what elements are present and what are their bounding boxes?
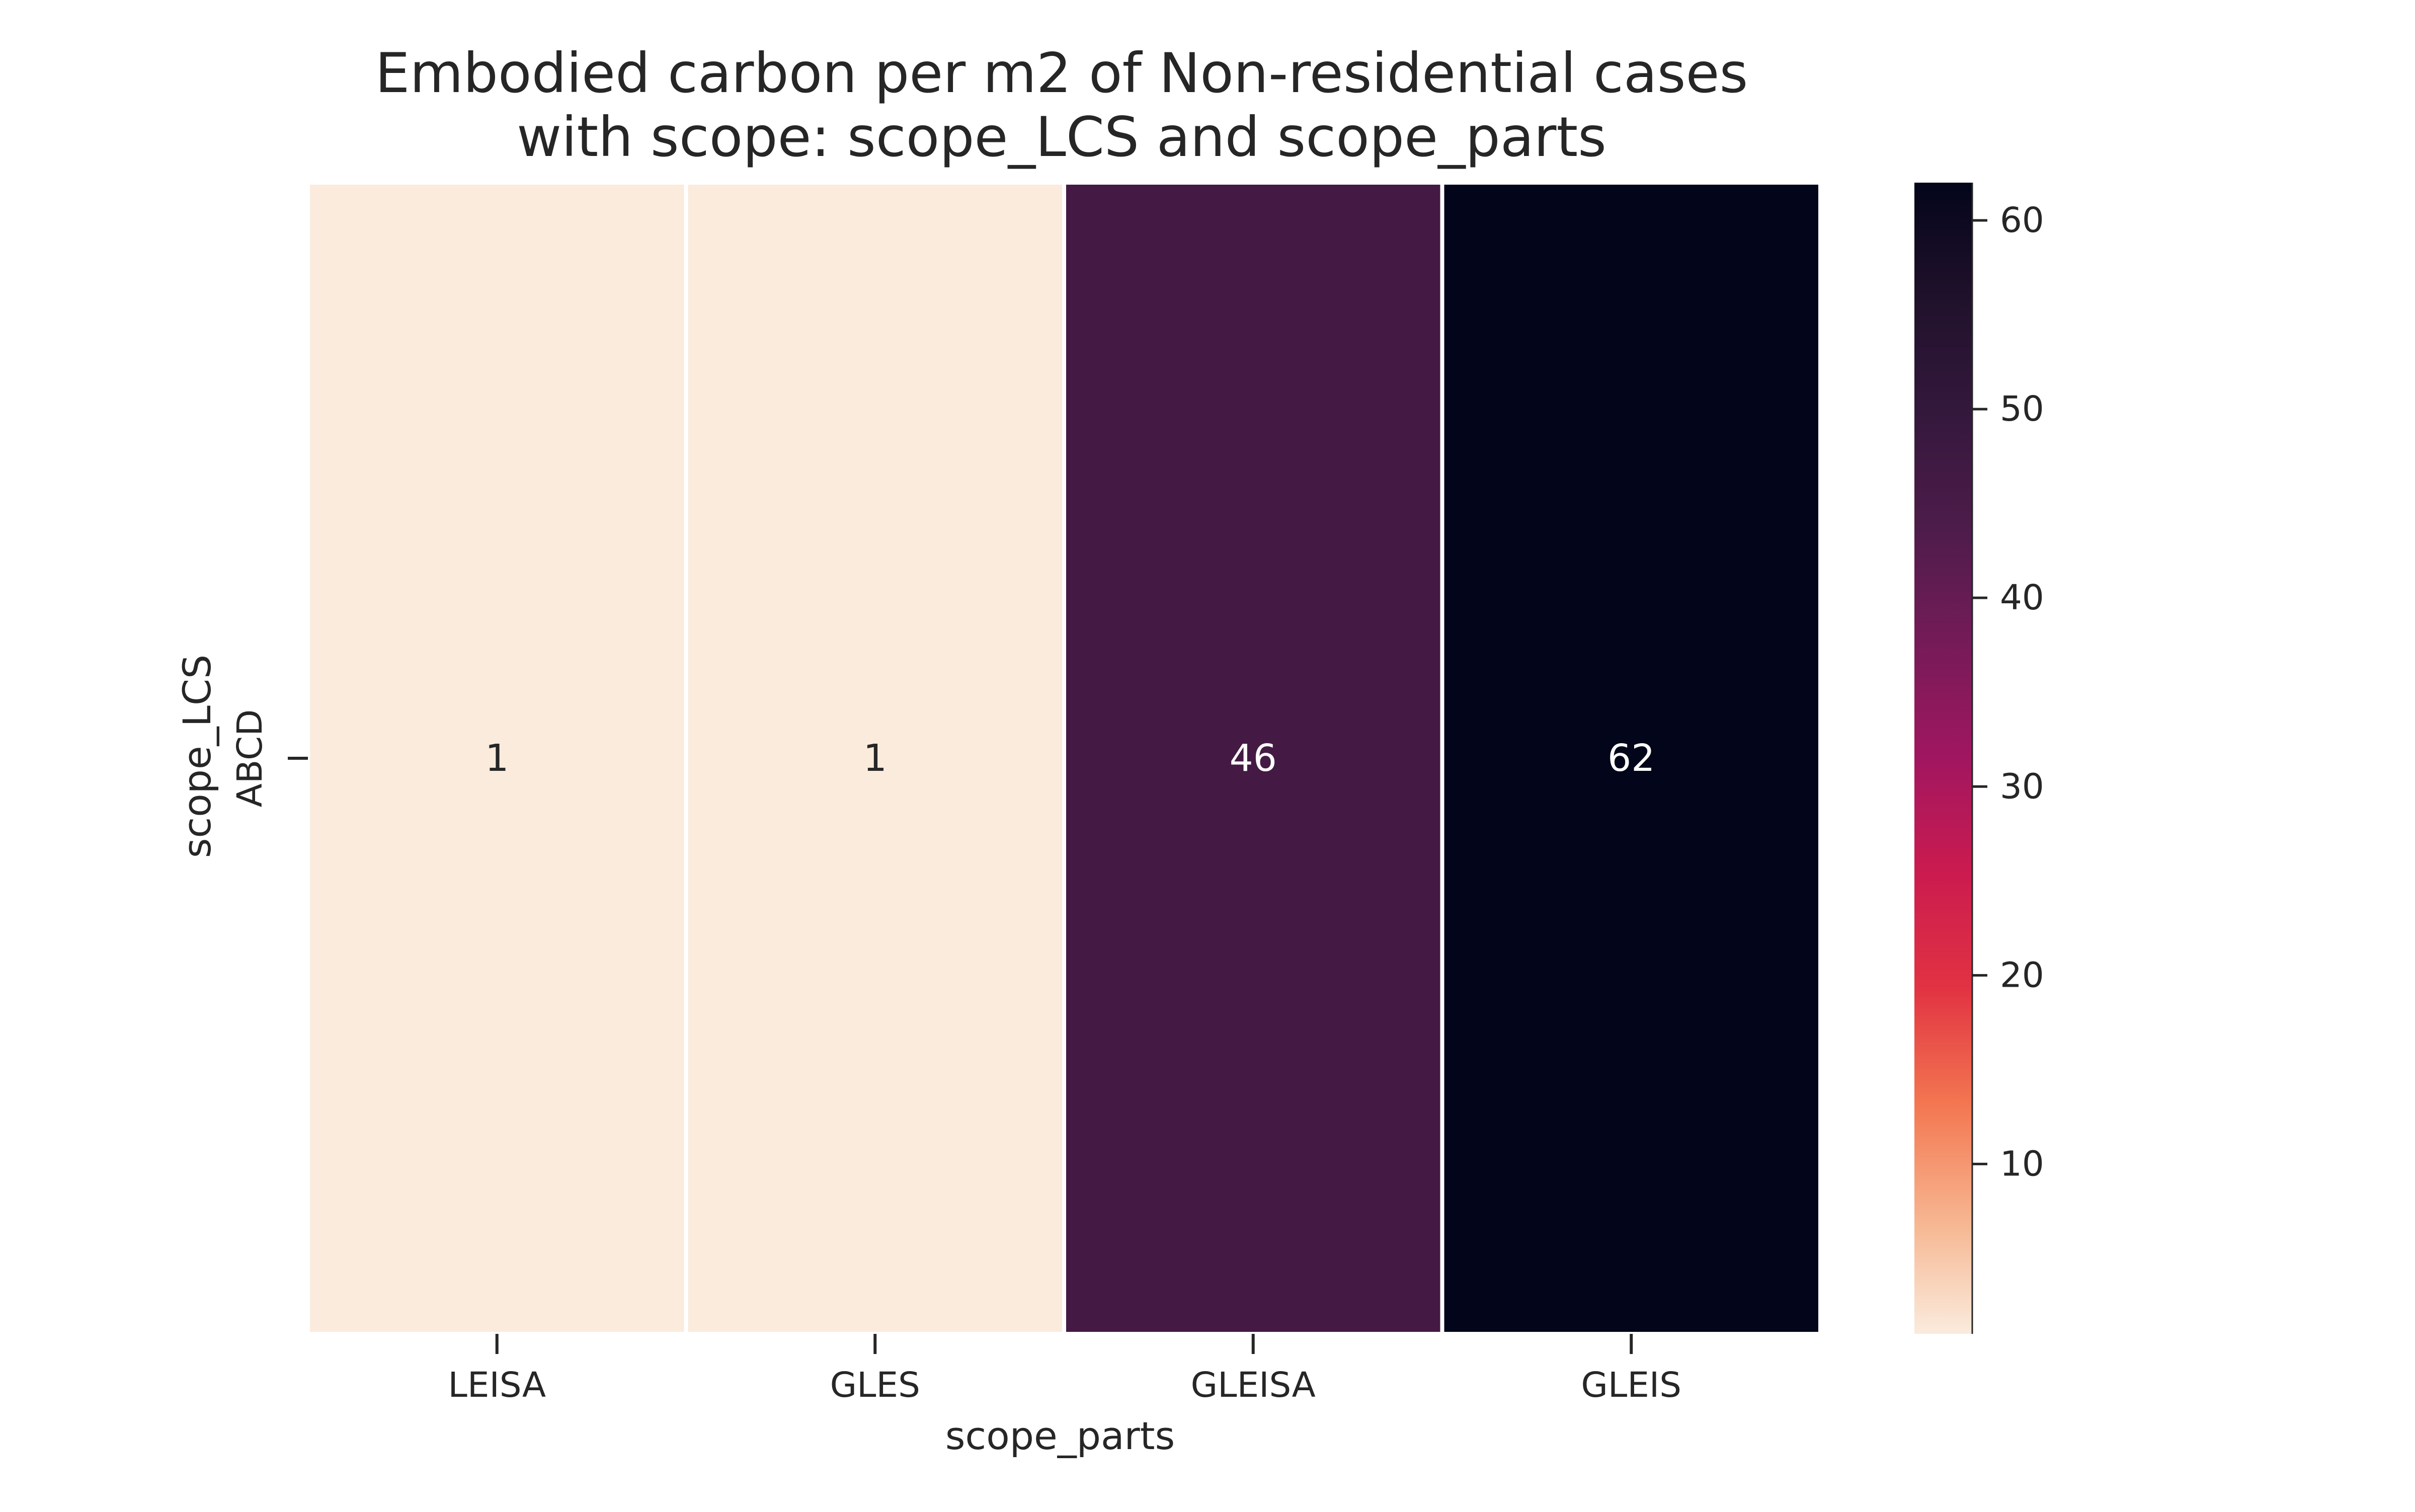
heatmap-cell-gleis — [1440, 181, 1822, 1336]
colorbar-tick-label-60: 60 — [2000, 200, 2044, 241]
cell-annotation-leisa: 1 — [485, 737, 509, 780]
y-axis-label: scope_LCS — [175, 655, 219, 858]
colorbar-tick-label-50: 50 — [2000, 389, 2044, 429]
heatmap-cells — [306, 181, 1822, 1336]
x-tick-label-gles: GLES — [830, 1365, 920, 1405]
x-axis: LEISA GLES GLEISA GLEIS — [448, 1334, 1681, 1405]
chart-title: Embodied carbon per m2 of Non-residentia… — [375, 41, 1748, 169]
colorbar-tick-label-10: 10 — [2000, 1144, 2044, 1184]
y-axis: ABCD — [230, 709, 308, 808]
colorbar: 10 20 30 40 50 60 — [1914, 183, 2044, 1334]
x-tick-label-gleis: GLEIS — [1581, 1365, 1681, 1405]
cell-annotation-gleisa: 46 — [1230, 737, 1277, 780]
colorbar-gradient — [1914, 183, 1972, 1334]
cell-annotation-gleis: 62 — [1607, 737, 1655, 780]
chart-title-line-2: with scope: scope_LCS and scope_parts — [517, 105, 1606, 169]
cell-annotation-gles: 1 — [863, 737, 887, 780]
colorbar-tick-label-30: 30 — [2000, 766, 2044, 807]
x-tick-label-gleisa: GLEISA — [1191, 1365, 1316, 1405]
colorbar-tick-label-20: 20 — [2000, 955, 2044, 995]
heatmap-cell-gles — [684, 181, 1066, 1336]
cell-annotations: 1 1 46 62 — [485, 737, 1655, 780]
chart-title-line-1: Embodied carbon per m2 of Non-residentia… — [375, 41, 1748, 105]
colorbar-tick-label-40: 40 — [2000, 578, 2044, 618]
heatmap-cell-gleisa — [1062, 181, 1444, 1336]
colorbar-ticks: 10 20 30 40 50 60 — [1972, 200, 2044, 1184]
y-tick-label-abcd: ABCD — [230, 709, 270, 808]
x-tick-label-leisa: LEISA — [448, 1365, 546, 1405]
heatmap-cell-leisa — [306, 181, 688, 1336]
x-axis-label: scope_parts — [945, 1413, 1175, 1458]
